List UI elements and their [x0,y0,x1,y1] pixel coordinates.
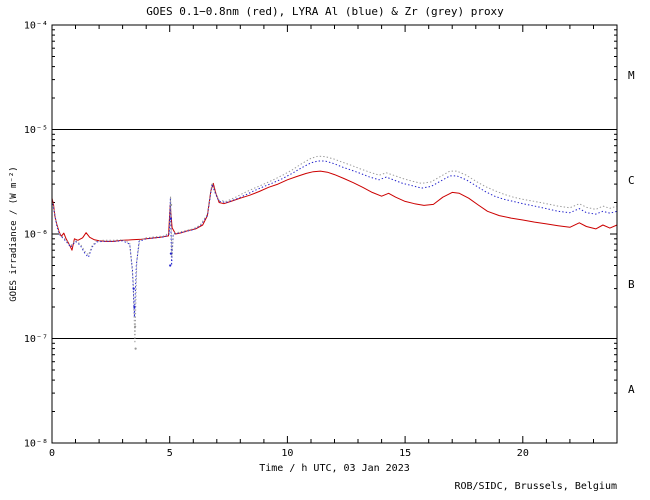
scatter-point [133,305,136,309]
y-tick-label: 10⁻⁵ [24,125,48,136]
scatter-point [134,347,137,350]
x-axis-title: Time / h UTC, 03 Jan 2023 [259,463,410,474]
series-line-goes-0-1-0-8nm [51,170,618,251]
x-tick-label: 0 [49,448,55,459]
series-line-lyra-zr-proxy [51,155,618,344]
flare-class-label-c: C [628,174,635,187]
flare-class-label-m: M [628,69,635,82]
scatter-point [169,252,172,255]
x-tick-label: 20 [517,448,529,459]
y-tick-label: 10⁻⁷ [24,334,48,345]
scatter-point [169,217,172,220]
x-tick-label: 10 [281,448,293,459]
flare-class-label-b: B [628,278,635,291]
plot-frame [51,24,618,444]
x-tick-label: 15 [399,448,411,459]
scatter-point [132,287,135,290]
y-tick-label: 10⁻⁴ [24,21,48,32]
series-line-lyra-al-proxy [51,160,618,318]
chart-title: GOES 0.1−0.8nm (red), LYRA Al (blue) & Z… [146,5,504,18]
scatter-point [169,264,172,267]
y-tick-label: 10⁻⁶ [24,230,48,241]
scatter-point [170,203,173,206]
scatter-point [134,325,137,328]
x-tick-label: 5 [167,448,173,459]
flare-class-label-a: A [628,383,635,396]
y-tick-label: 10⁻⁸ [24,439,48,450]
credit-text: ROB/SIDC, Brussels, Belgium [454,481,617,492]
